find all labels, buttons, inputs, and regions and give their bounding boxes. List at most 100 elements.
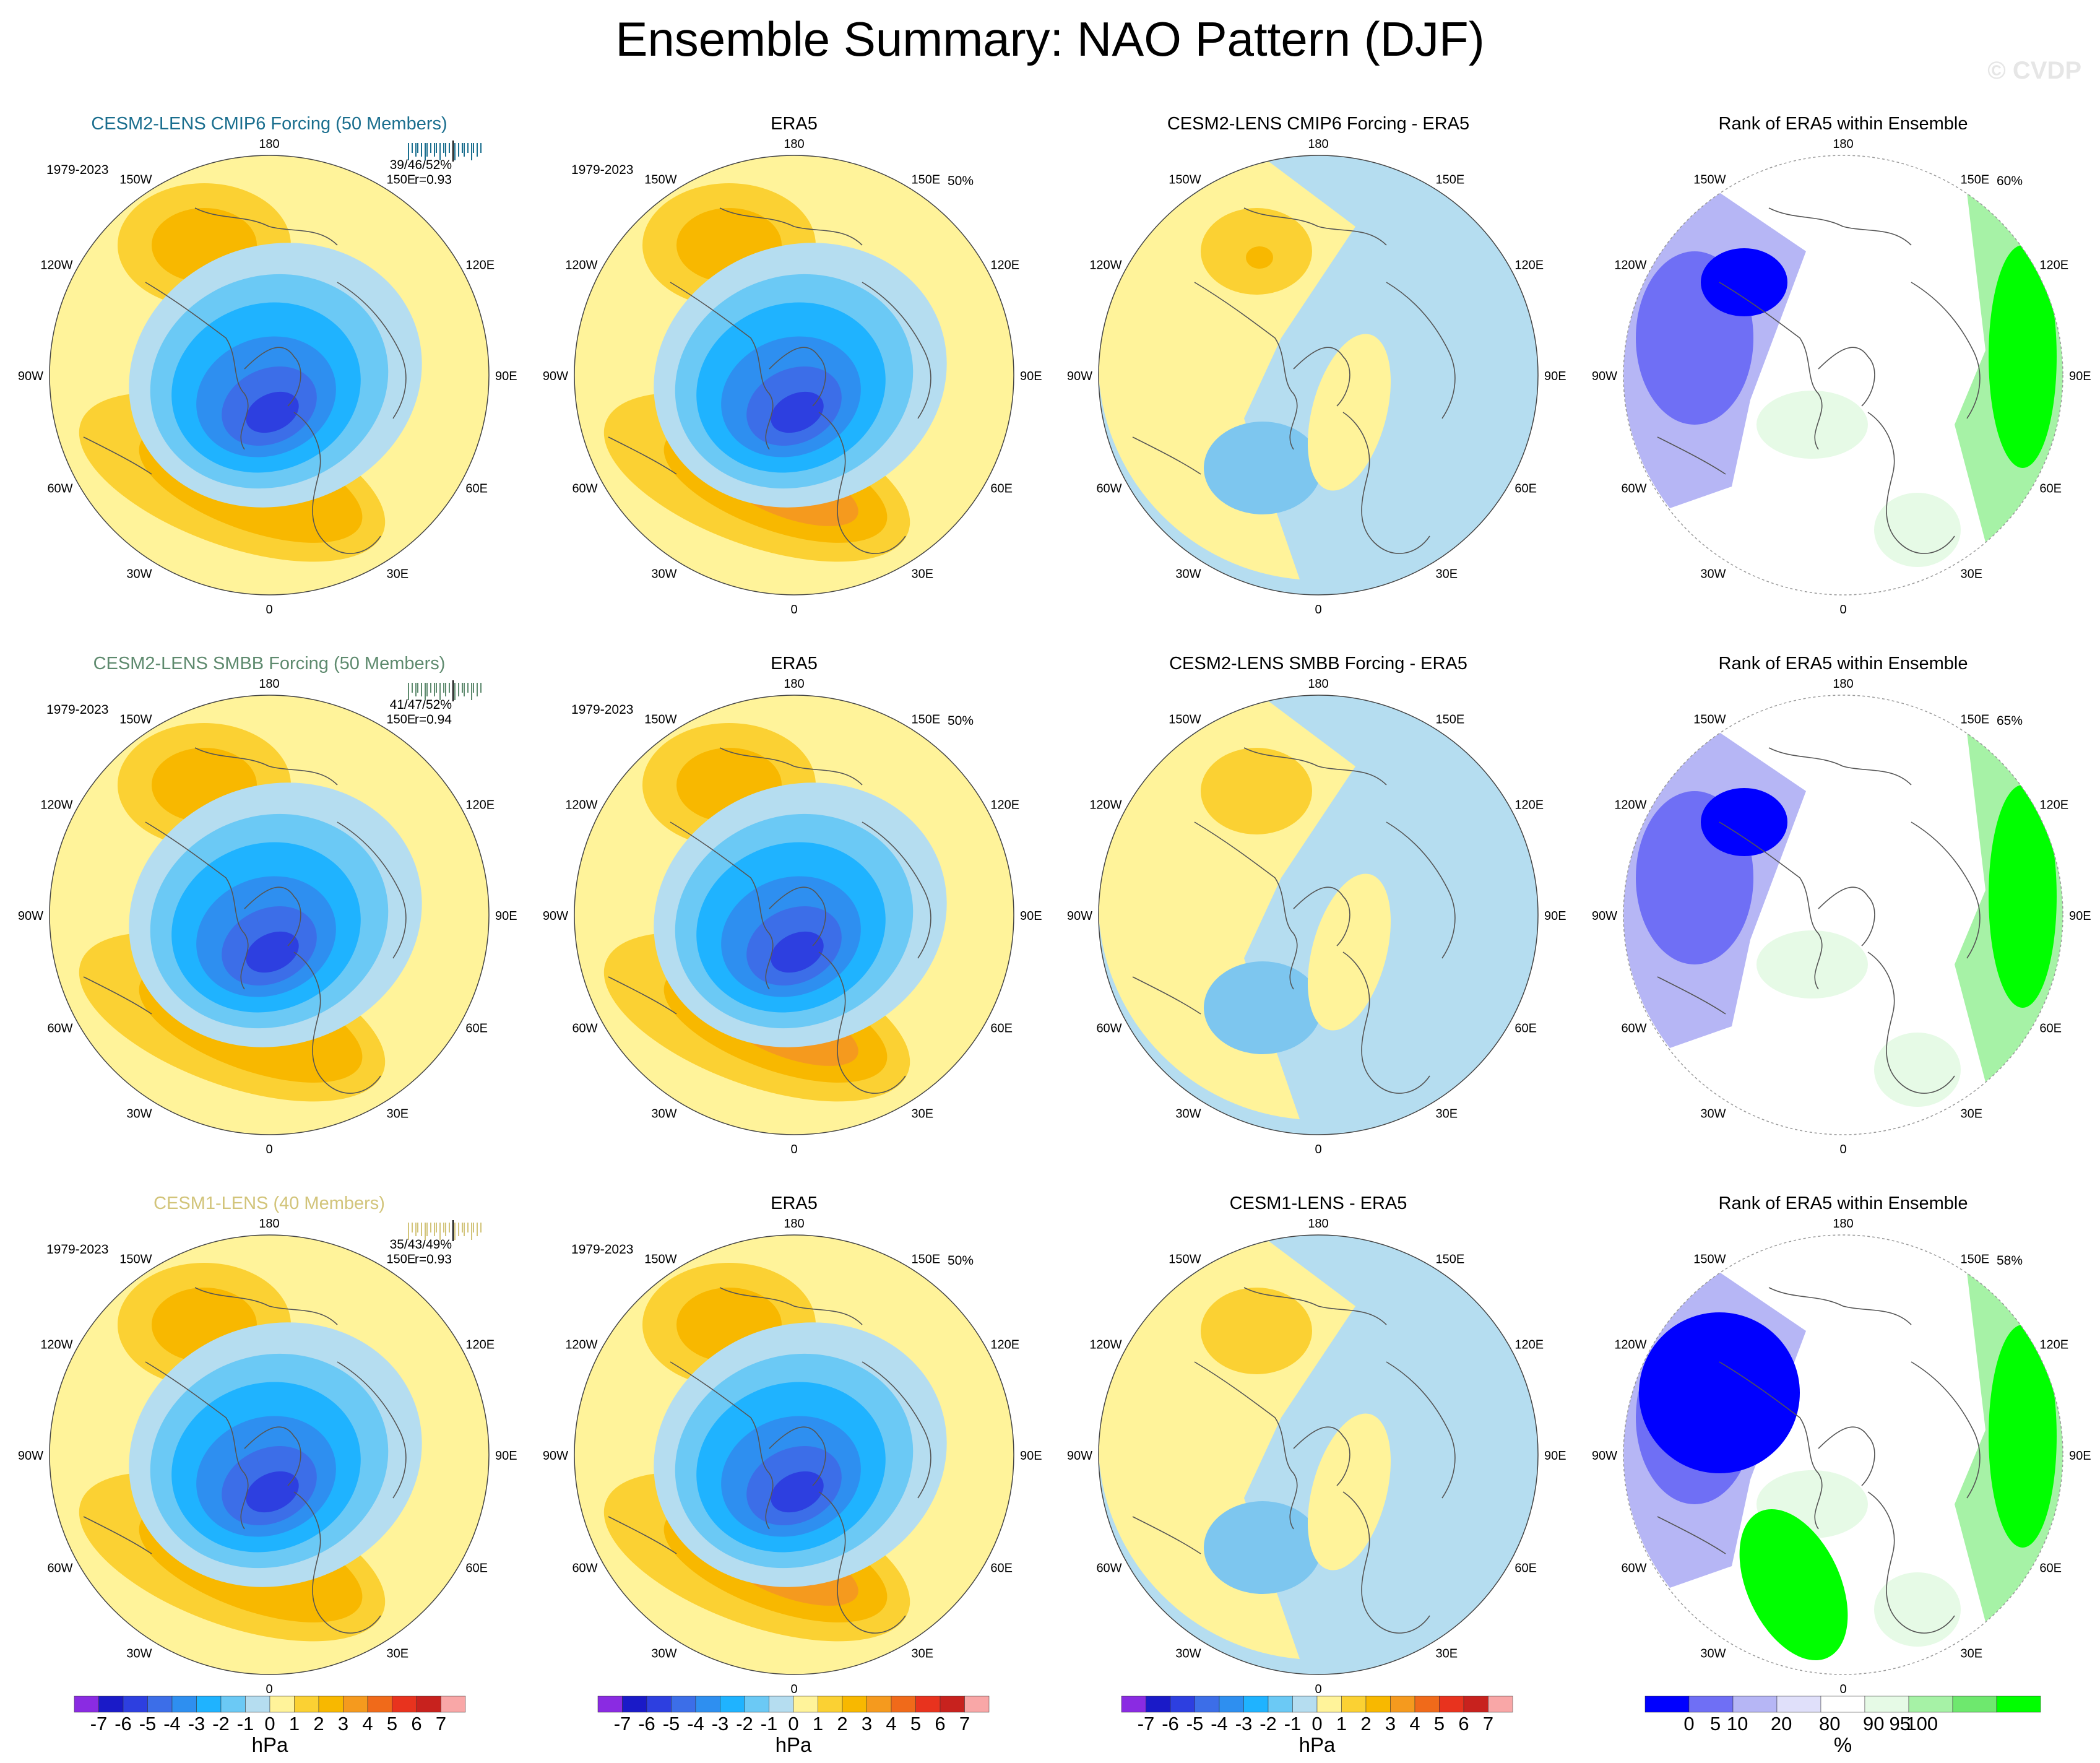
colorbar-tick: -6 (1162, 1713, 1179, 1735)
map-outline (1098, 155, 1539, 596)
coastline (293, 1491, 381, 1634)
panel-title: Rank of ERA5 within Ensemble (1719, 114, 1968, 134)
coastline (1719, 282, 1823, 450)
coastline (83, 436, 152, 475)
colorbar-tick: -2 (1260, 1713, 1277, 1735)
longitude-label: 150W (644, 173, 676, 187)
longitude-label: 90E (1544, 909, 1566, 923)
panel-r2-c1: 180 0 90W 90E 150W 150E 120W 120E 60W 60E 30W 30E CE… (18, 654, 517, 1156)
colorbar-tick: -1 (237, 1713, 254, 1735)
colorbar-swatch (74, 1696, 99, 1713)
longitude-label: 30W (1175, 1107, 1201, 1120)
longitude-label: 30E (387, 567, 409, 581)
longitude-label: 90W (18, 909, 43, 923)
map-globe (1623, 1234, 2063, 1675)
coastline (244, 347, 301, 407)
map-outline (574, 695, 1014, 1135)
longitude-label: 0 (266, 1683, 272, 1696)
colorbar-tick: -3 (712, 1713, 729, 1735)
coastline (1342, 412, 1430, 554)
coastline (1867, 412, 1955, 554)
colorbar-swatch (915, 1696, 941, 1713)
longitude-label: 90E (2069, 1449, 2091, 1463)
colorbar-tick: 100 (1906, 1713, 1938, 1735)
colorbar-tick: -5 (663, 1713, 680, 1735)
longitude-label: 150W (644, 713, 676, 727)
stat-label: 35/43/49% (390, 1237, 452, 1252)
colorbar-tick: 0 (788, 1713, 798, 1735)
map-outline (1623, 1234, 2063, 1675)
map-globe (1623, 695, 2063, 1135)
colorbar-swatch (769, 1696, 794, 1713)
colorbar-swatch (1732, 1696, 1778, 1713)
longitude-label: 0 (790, 1143, 797, 1156)
longitude-label: 30E (912, 1647, 934, 1660)
period-label: 1979-2023 (46, 163, 108, 177)
longitude-label: 120W (1089, 259, 1121, 272)
longitude-label: 90W (543, 909, 568, 923)
longitude-label: 180 (1833, 677, 1853, 691)
longitude-label: 150W (1169, 713, 1201, 727)
longitude-label: 30E (912, 567, 934, 581)
longitude-label: 120E (1515, 799, 1544, 812)
longitude-label: 120W (40, 799, 72, 812)
low-ring-6 (246, 931, 299, 973)
longitude-label: 150E (387, 1253, 416, 1267)
longitude-label: 180 (784, 677, 804, 691)
longitude-label: 150W (1693, 1253, 1726, 1267)
longitude-label: 60E (2039, 482, 2062, 496)
longitude-label: 150E (1961, 1253, 1990, 1267)
colorbar-tick: -1 (1284, 1713, 1302, 1735)
colorbar-swatch (1439, 1696, 1464, 1713)
stat-label: 58% (1997, 1254, 2023, 1268)
coastline (1657, 1516, 1726, 1554)
colorbar-swatch (1170, 1696, 1195, 1713)
coastline (244, 886, 301, 946)
colorbar-swatch (367, 1696, 392, 1713)
longitude-label: 90E (495, 370, 517, 383)
longitude-label: 60E (1515, 1562, 1537, 1575)
longitude-label: 30E (1961, 1647, 1983, 1660)
map-globe (1623, 155, 2063, 596)
longitude-label: 60W (1096, 482, 1121, 496)
panel-title: CESM1-LENS (40 Members) (153, 1193, 385, 1213)
longitude-label: 120W (40, 1338, 72, 1352)
colorbar-tick: -3 (1235, 1713, 1253, 1735)
longitude-label: 90W (543, 1449, 568, 1463)
map-outline (574, 155, 1014, 596)
colorbar-swatch (392, 1696, 417, 1713)
longitude-label: 120W (1614, 259, 1646, 272)
high-rank-core (1989, 1325, 2057, 1548)
longitude-label: 30E (387, 1107, 409, 1120)
longitude-label: 0 (266, 603, 272, 617)
coastline (337, 821, 407, 959)
low-ring-6 (246, 1471, 299, 1513)
negative-anomaly (1204, 422, 1321, 514)
longitude-label: 150W (1169, 1253, 1201, 1267)
longitude-label: 60W (572, 1022, 597, 1036)
panel-r2-c3: 180 0 90W 90E 150W 150E 120W 120E 60W 60E 30W 30E CE… (1067, 654, 1566, 1156)
longitude-label: 60E (465, 1022, 488, 1036)
longitude-label: 180 (1308, 1217, 1328, 1231)
longitude-label: 120E (2039, 259, 2068, 272)
longitude-label: 30W (1700, 1647, 1726, 1660)
hpa-colorbar: -7 -6 -5 -4 -3 -2 -1 0 1 2 3 4 5 6 7 hPa (74, 1696, 466, 1756)
longitude-label: 30W (1700, 567, 1726, 581)
longitude-label: 0 (1315, 1683, 1321, 1696)
longitude-label: 180 (1308, 677, 1328, 691)
coastline (1342, 1491, 1430, 1634)
longitude-label: 0 (1315, 1143, 1321, 1156)
coastline (608, 436, 677, 475)
colorbar-tick: -4 (163, 1713, 181, 1735)
colorbar-swatch (1195, 1696, 1220, 1713)
longitude-label: 60E (990, 482, 1013, 496)
colorbar-swatch (597, 1696, 623, 1713)
panel-r3-c2: 180 0 90W 90E 150W 150E 120W 120E 60W 60E 30W 30E ER… (543, 1193, 1042, 1696)
longitude-label: 30E (1436, 1647, 1458, 1660)
low-ring-6 (771, 391, 824, 433)
coastline (670, 1361, 774, 1530)
panel-title: Rank of ERA5 within Ensemble (1719, 1193, 1968, 1213)
colorbar-tick: 4 (1409, 1713, 1420, 1735)
colorbar-swatch (441, 1696, 466, 1713)
